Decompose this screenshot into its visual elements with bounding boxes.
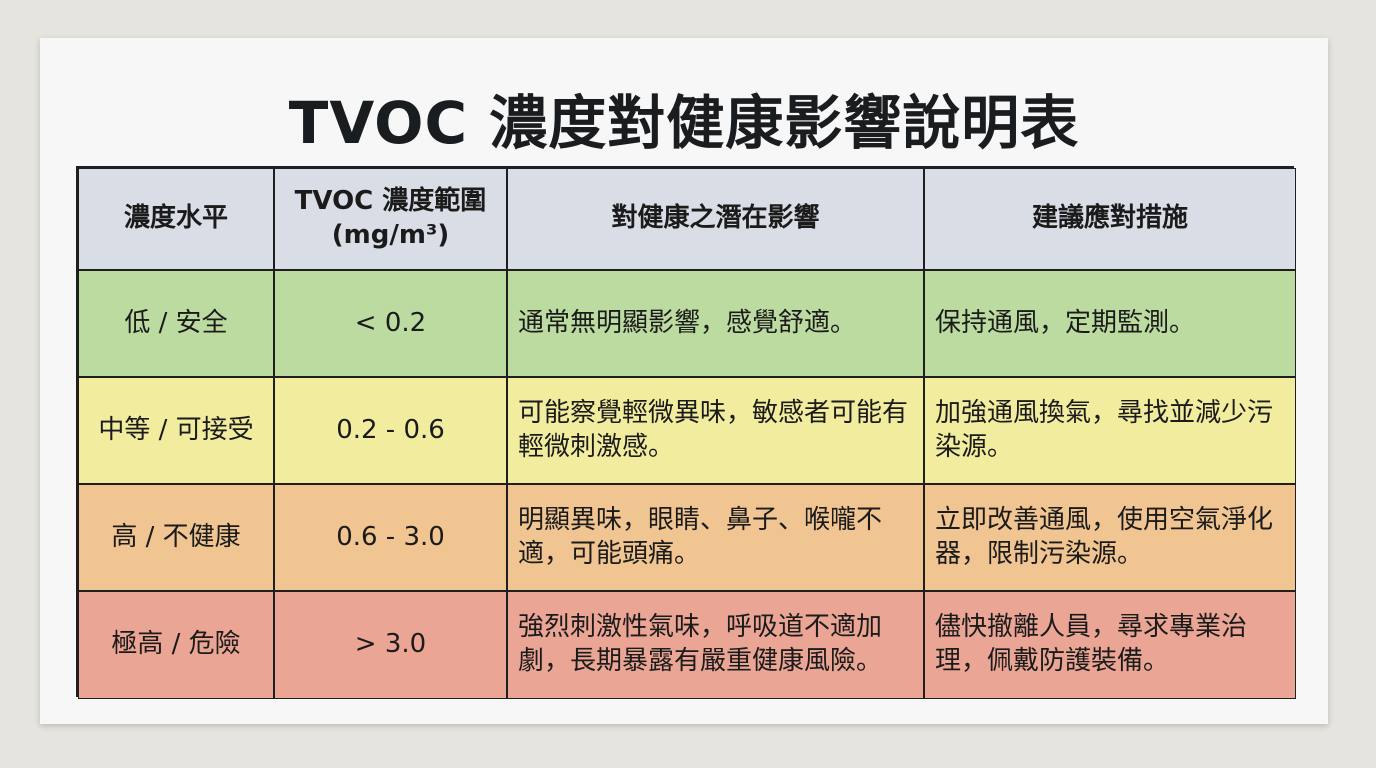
table-cell: < 0.2 [274,270,507,377]
table-cell: 通常無明顯影響，感覺舒適。 [507,270,924,377]
table: 濃度水平 TVOC 濃度範圍 (mg/m³) 對健康之潛在影響 建議應對措施低 / 安… [76,166,1296,699]
table-cell: 極高 / 危險 [78,591,274,699]
table-cell: > 3.0 [274,591,507,699]
table-cell: 立即改善通風，使用空氣淨化器，限制污染源。 [924,484,1296,591]
table-cell: 低 / 安全 [78,270,274,377]
table-cell: 0.2 - 0.6 [274,377,507,484]
table-cell: 加強通風換氣，尋找並減少污染源。 [924,377,1296,484]
title: TVOC 濃度對健康影響說明表 [288,89,1080,157]
table-cell: 保持通風，定期監測。 [924,270,1296,377]
header-cell: 濃度水平 [78,168,274,270]
table-cell: 中等 / 可接受 [78,377,274,484]
header-cell: 建議應對措施 [924,168,1296,270]
table-cell: 0.6 - 3.0 [274,484,507,591]
table-cell: 強烈刺激性氣味，呼吸道不適加劇，長期暴露有嚴重健康風險。 [507,591,924,699]
table-cell: 可能察覺輕微異味，敏感者可能有輕微刺激感。 [507,377,924,484]
table-cell: 明顯異味，眼睛、鼻子、喉嚨不適，可能頭痛。 [507,484,924,591]
sign-board: TVOC 濃度對健康影響說明表 濃度水平 TVOC 濃度範圍 (mg/m³) 對健康… [40,38,1328,724]
header-cell: TVOC 濃度範圍 (mg/m³) [274,168,507,270]
table-cell: 儘快撤離人員，尋求專業治理，佩戴防護裝備。 [924,591,1296,699]
table-cell: 高 / 不健康 [78,484,274,591]
header-cell: 對健康之潛在影響 [507,168,924,270]
